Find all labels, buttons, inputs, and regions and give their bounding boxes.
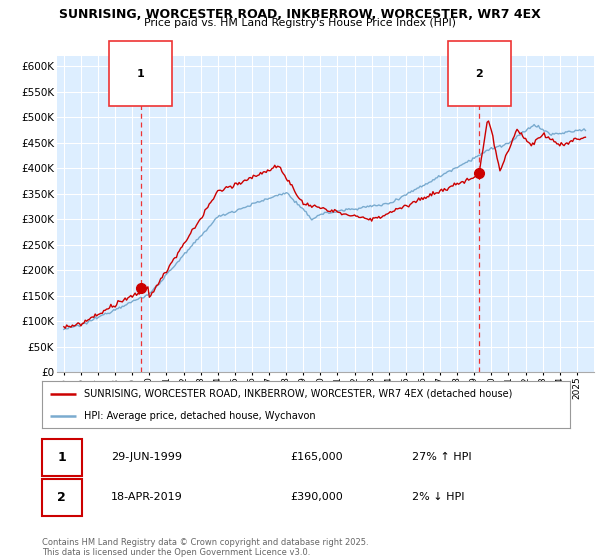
Text: £165,000: £165,000: [290, 452, 343, 463]
Text: 27% ↑ HPI: 27% ↑ HPI: [412, 452, 471, 463]
Text: 1: 1: [137, 69, 145, 78]
Text: SUNRISING, WORCESTER ROAD, INKBERROW, WORCESTER, WR7 4EX (detached house): SUNRISING, WORCESTER ROAD, INKBERROW, WO…: [84, 389, 512, 399]
Text: £390,000: £390,000: [290, 492, 343, 502]
Text: 2% ↓ HPI: 2% ↓ HPI: [412, 492, 464, 502]
Text: Price paid vs. HM Land Registry's House Price Index (HPI): Price paid vs. HM Land Registry's House …: [144, 18, 456, 29]
Text: 2: 2: [475, 69, 483, 78]
Text: HPI: Average price, detached house, Wychavon: HPI: Average price, detached house, Wych…: [84, 410, 316, 421]
FancyBboxPatch shape: [42, 479, 82, 516]
Text: 2: 2: [58, 491, 66, 504]
Text: SUNRISING, WORCESTER ROAD, INKBERROW, WORCESTER, WR7 4EX: SUNRISING, WORCESTER ROAD, INKBERROW, WO…: [59, 8, 541, 21]
Text: Contains HM Land Registry data © Crown copyright and database right 2025.
This d: Contains HM Land Registry data © Crown c…: [42, 538, 368, 557]
Text: 18-APR-2019: 18-APR-2019: [110, 492, 182, 502]
Text: 1: 1: [58, 451, 66, 464]
FancyBboxPatch shape: [42, 439, 82, 475]
Text: 29-JUN-1999: 29-JUN-1999: [110, 452, 182, 463]
